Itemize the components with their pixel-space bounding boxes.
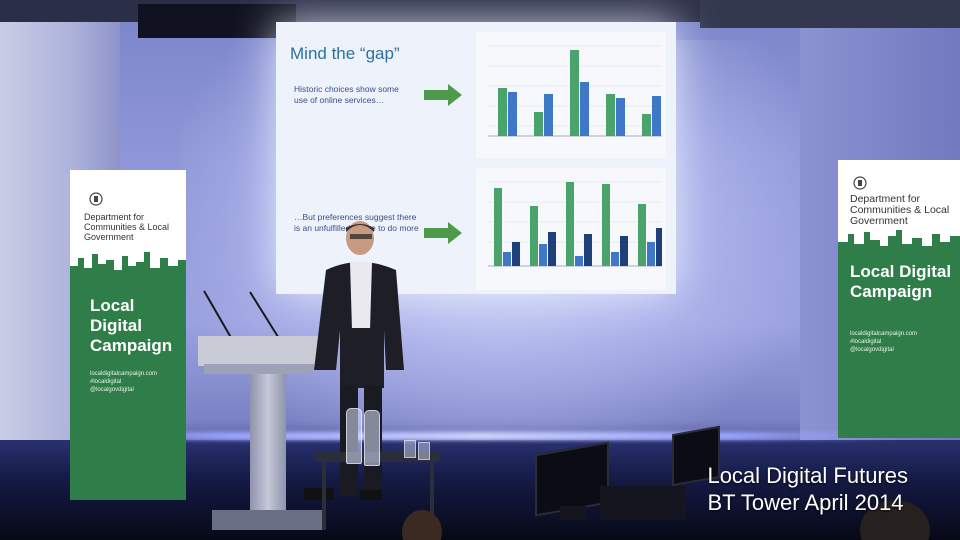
chart-bar [611, 252, 619, 266]
crest-icon [853, 176, 867, 190]
chart-bar [548, 232, 556, 266]
podium-base [212, 510, 324, 530]
water-bottle [346, 408, 362, 464]
ceiling-projector-housing [138, 4, 296, 38]
department-name: Department for Communities & Local Gover… [850, 193, 950, 227]
table-leg [430, 460, 434, 530]
campaign-handle: @localgovdigital [850, 347, 894, 353]
banner-green-panel [70, 276, 186, 500]
chart-bar [620, 236, 628, 266]
chart-bar [530, 206, 538, 266]
campaign-links: localdigitalcampaign.com #localdigital @… [90, 370, 180, 394]
department-name: Department for Communities & Local Gover… [84, 212, 170, 242]
arrow-right-icon [424, 84, 462, 106]
chart-bar [539, 244, 547, 266]
water-glass [418, 442, 430, 460]
chart-bar [616, 98, 625, 136]
audience-head [860, 500, 930, 540]
chart-bar [503, 252, 511, 266]
caption-event: Local Digital Futures [707, 463, 908, 488]
campaign-url: localdigitalcampaign.com [850, 331, 918, 337]
speaker [304, 221, 404, 500]
chart-bar [656, 228, 662, 266]
equipment-box [600, 486, 686, 520]
chart-bar [638, 204, 646, 266]
water-bottle [364, 410, 380, 466]
monitor-stand [560, 506, 586, 520]
chart-bars-top [498, 50, 661, 136]
video-caption: Local Digital Futures BT Tower April 201… [707, 462, 908, 516]
chart-bar [580, 82, 589, 136]
caption-venue-date: BT Tower April 2014 [707, 490, 904, 515]
chart-bar [494, 188, 502, 266]
chart-bar [566, 182, 574, 266]
campaign-hashtag: #localdigital [850, 339, 882, 345]
slide-title: Mind the “gap” [290, 44, 400, 63]
podium-top [198, 336, 334, 366]
water-glass [404, 440, 416, 458]
campaign-url: localdigitalcampaign.com [90, 371, 158, 377]
arrow-right-icon [424, 222, 462, 244]
ceiling-beam [700, 0, 960, 28]
campaign-title: Local Digital Campaign [850, 262, 952, 301]
podium-stem [250, 374, 286, 514]
campaign-handle: @localgovdigital [90, 387, 134, 393]
chart-bar [534, 112, 543, 136]
chart-bar [647, 242, 655, 266]
chart-bar [544, 94, 553, 136]
chart-bar [606, 94, 615, 136]
chart-bars-bottom [494, 182, 662, 266]
slide-chart-top [476, 32, 666, 158]
podium-shelf [204, 364, 314, 374]
campaign-hashtag: #localdigital [90, 379, 122, 385]
chart-bar [570, 50, 579, 136]
chart-bar [498, 88, 507, 136]
chart-bar [652, 96, 661, 136]
slide-chart-bottom [476, 168, 666, 290]
campaign-banner-left: Department for Communities & Local Gover… [70, 170, 186, 500]
chart-bar [584, 234, 592, 266]
stage-light-strip [60, 432, 900, 440]
skyline-graphic [838, 230, 960, 256]
chart-bar [575, 256, 583, 266]
chart-bar [508, 92, 517, 136]
chart-bar [602, 184, 610, 266]
table-leg [322, 460, 326, 530]
chart-bar [512, 242, 520, 266]
campaign-title: Local Digital Campaign [90, 296, 173, 355]
chart-bar [642, 114, 651, 136]
campaign-banner-right: Department for Communities & Local Gover… [838, 160, 960, 438]
slide-text-top: Historic choices show some use of online… [294, 84, 399, 105]
projected-slide: Mind the “gap” Historic choices show som… [276, 22, 676, 294]
banner-green-panel [838, 254, 960, 438]
campaign-links: localdigitalcampaign.com #localdigital @… [850, 330, 956, 354]
crest-icon [89, 192, 103, 206]
skyline-graphic [70, 252, 186, 278]
audience-head [402, 510, 442, 540]
